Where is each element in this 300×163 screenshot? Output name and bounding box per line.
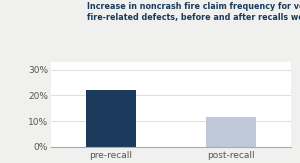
Text: Increase in noncrash fire claim frequency for vehicles with
fire-related defects: Increase in noncrash fire claim frequenc… (87, 2, 300, 22)
Bar (206, 117, 256, 147)
Bar (86, 90, 136, 147)
